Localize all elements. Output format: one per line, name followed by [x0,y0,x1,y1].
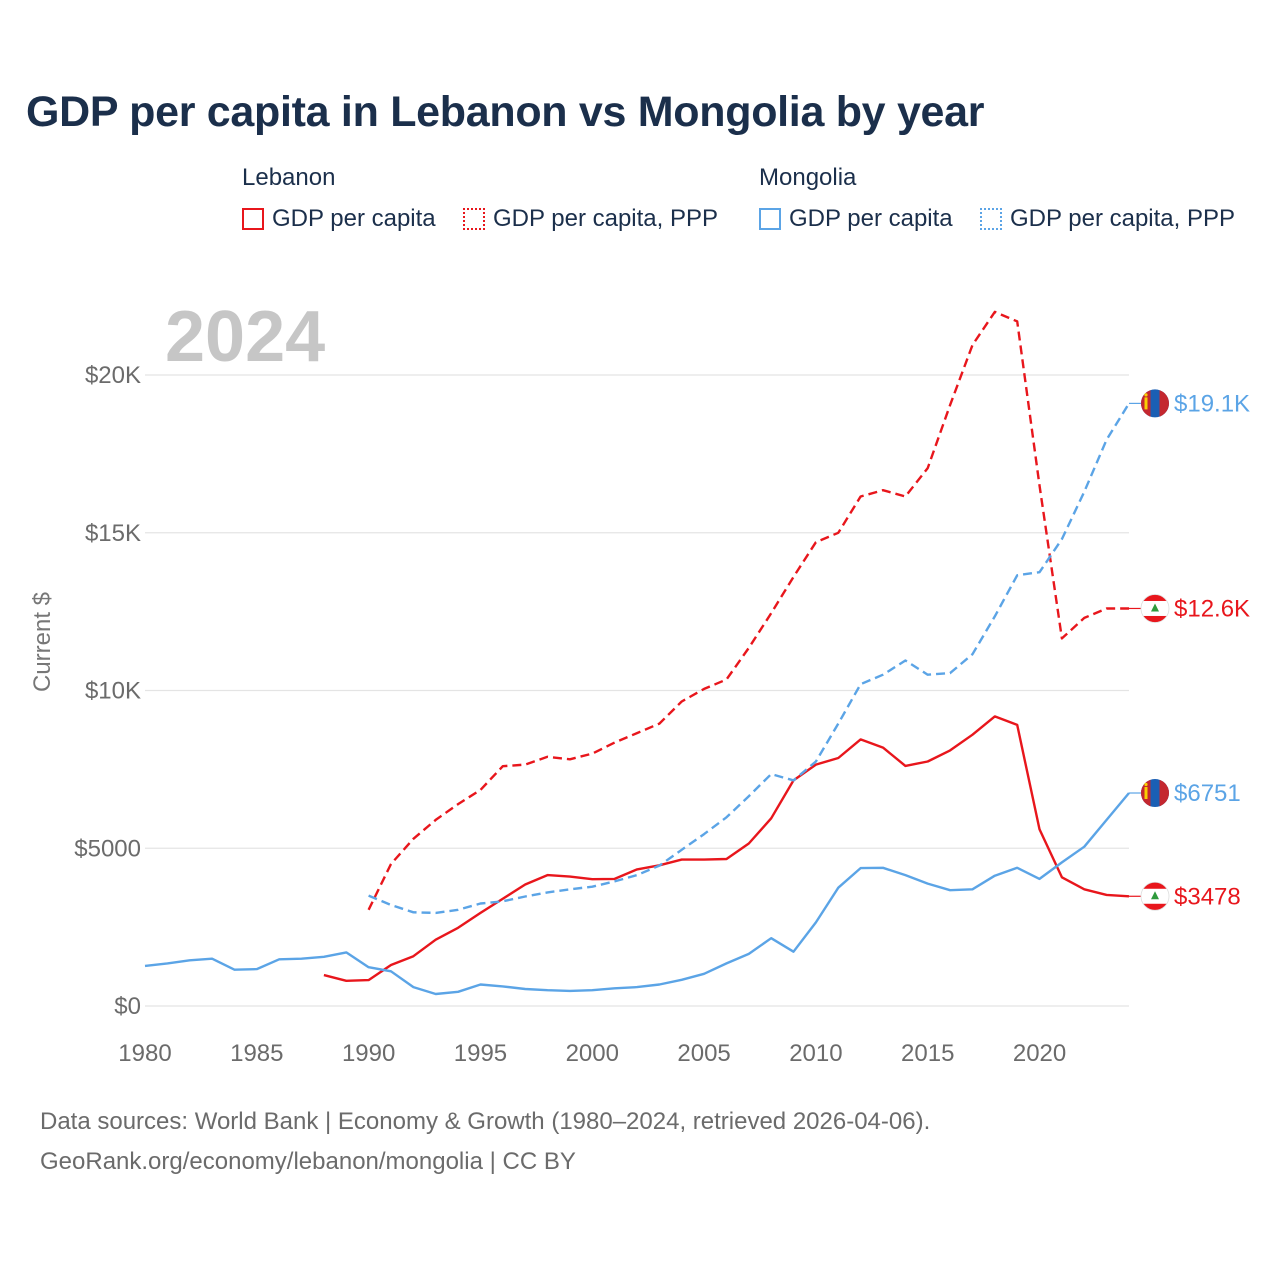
end-value-label: $3478 [1174,883,1241,910]
legend-item-lebanon-ppp[interactable]: GDP per capita, PPP [463,205,718,233]
end-value-label: $6751 [1174,780,1241,807]
x-tick-label: 2010 [789,1040,842,1067]
y-tick-label: $0 [114,993,141,1020]
legend-label: GDP per capita, PPP [493,205,718,232]
legend-label: GDP per capita, PPP [1010,205,1235,232]
x-tick-label: 2005 [677,1040,730,1067]
end-value-label: $12.6K [1174,595,1250,622]
footer-attribution: GeoRank.org/economy/lebanon/mongolia | C… [40,1148,576,1175]
mongolia-flag-icon [1141,779,1169,808]
series-line[interactable] [144,792,1130,996]
y-tick-label: $10K [85,678,141,705]
legend-group-lebanon: Lebanon [242,164,336,191]
x-tick-label: 1990 [342,1040,395,1067]
legend-item-mongolia-ppp[interactable]: GDP per capita, PPP [980,205,1235,233]
legend-item-mongolia-gdp[interactable]: GDP per capita [759,205,953,233]
x-tick-label: 2015 [901,1040,954,1067]
x-tick-label: 1985 [230,1040,283,1067]
series-line[interactable] [368,402,1131,915]
chart-title: GDP per capita in Lebanon vs Mongolia by… [26,88,985,136]
mongolia-flag-icon [1141,389,1169,418]
legend-swatch-solid-red [242,208,264,230]
legend-swatch-dotted-red [463,208,485,230]
end-value-label: $19.1K [1174,390,1250,417]
legend-label: GDP per capita [272,205,436,232]
x-tick-label: 2020 [1013,1040,1066,1067]
y-tick-label: $5000 [74,835,141,862]
legend-item-lebanon-gdp[interactable]: GDP per capita [242,205,436,233]
x-tick-label: 2000 [566,1040,619,1067]
y-tick-label: $15K [85,520,141,547]
x-tick-label: 1980 [118,1040,171,1067]
year-watermark: 2024 [165,297,325,377]
x-tick-label: 1995 [454,1040,507,1067]
lebanon-flag-icon [1140,881,1170,911]
legend-group-mongolia: Mongolia [759,164,857,191]
lebanon-flag-icon [1140,594,1170,623]
series-line[interactable] [323,715,1130,982]
legend-label: GDP per capita [789,205,953,232]
y-tick-label: $20K [85,362,141,389]
legend-swatch-dotted-blue [980,208,1002,230]
y-axis-title: Current $ [29,592,56,692]
series-line[interactable] [367,310,1129,911]
footer-sources: Data sources: World Bank | Economy & Gro… [40,1108,931,1135]
legend-swatch-solid-blue [759,208,781,230]
